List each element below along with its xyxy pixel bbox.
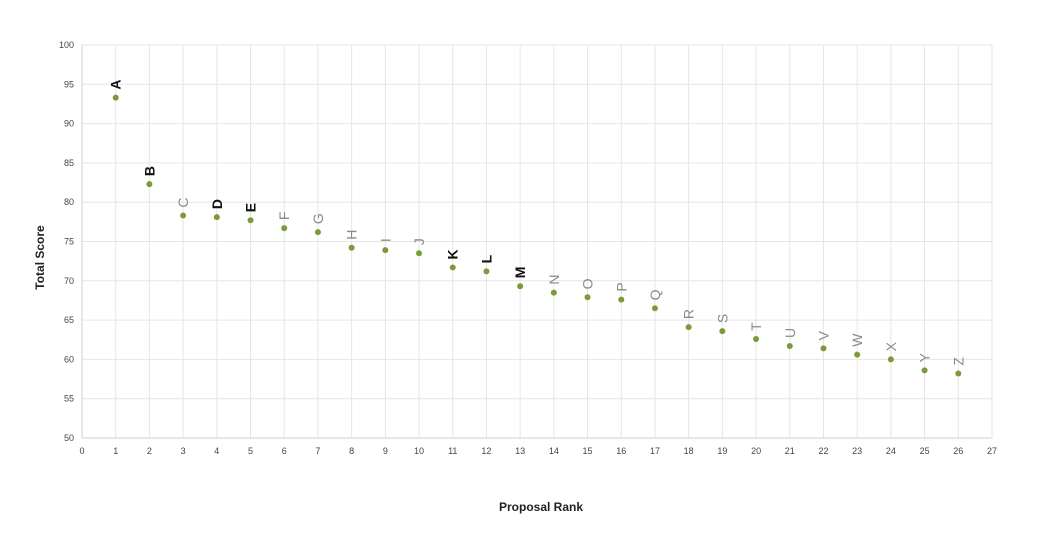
point-label: J [411,238,427,245]
x-tick-label: 21 [785,446,795,456]
point-label: D [209,199,225,209]
data-point [887,356,894,363]
x-tick-label: 14 [549,446,559,456]
data-point [685,324,692,331]
data-point [281,225,288,232]
data-point [247,217,254,224]
data-point [112,94,119,101]
point-label: F [276,212,292,221]
point-label: X [883,341,899,351]
x-tick-label: 23 [852,446,862,456]
y-axis-title: Total Score [33,225,47,290]
x-tick-label: 19 [717,446,727,456]
data-point [416,250,423,257]
point-label: I [377,238,393,242]
point-label: W [849,333,865,347]
data-point [146,181,153,188]
axes [81,45,992,439]
data-point [618,296,625,303]
x-tick-label: 1 [113,446,118,456]
data-point [651,305,658,312]
x-tick-label: 4 [214,446,219,456]
point-label: N [546,274,562,284]
x-tick-label: 16 [616,446,626,456]
y-tick-label: 100 [59,40,74,50]
data-point [584,294,591,301]
x-tick-label: 27 [987,446,997,456]
point-label: R [681,309,697,319]
data-point [955,370,962,377]
data-points [112,94,962,377]
point-label: C [175,197,191,207]
y-tick-label: 75 [64,237,74,247]
x-tick-label: 22 [818,446,828,456]
point-labels: A B C D E F G H I J K L M N O P Q R S T U V W X Y Z [108,80,967,366]
x-tick-label: 7 [315,446,320,456]
x-tick-label: 12 [481,446,491,456]
x-tick-label: 3 [181,446,186,456]
point-label: E [243,203,259,212]
data-point [820,345,827,352]
data-point [348,244,355,251]
x-tick-label: 6 [282,446,287,456]
point-label: H [344,230,360,240]
point-label: L [478,254,494,263]
point-label: K [445,249,461,259]
x-tick-label: 17 [650,446,660,456]
x-tick-label: 20 [751,446,761,456]
x-tick-label: 9 [383,446,388,456]
point-label: O [580,278,596,289]
y-tick-label: 55 [64,394,74,404]
point-label: T [748,322,764,331]
x-tick-label: 26 [953,446,963,456]
y-tick-label: 70 [64,276,74,286]
data-point [550,289,557,296]
data-point [753,335,760,342]
x-axis-title: Proposal Rank [499,500,583,514]
data-point [314,229,321,236]
y-tick-label: 60 [64,354,74,364]
x-tick-label: 24 [886,446,896,456]
x-tick-label: 15 [583,446,593,456]
point-label: B [141,166,157,176]
point-label: Q [647,289,663,300]
data-point [786,343,793,350]
point-label: Z [950,357,966,366]
data-point [854,351,861,358]
x-tick-label: 25 [920,446,930,456]
y-tick-label: 85 [64,158,74,168]
x-tick-label: 0 [79,446,84,456]
point-label: M [512,267,528,279]
x-tick-label: 13 [515,446,525,456]
y-tick-label: 80 [64,197,74,207]
point-label: A [108,80,124,90]
data-point [921,367,928,374]
y-tick-label: 90 [64,119,74,129]
x-tick-label: 10 [414,446,424,456]
point-label: Y [917,352,933,362]
data-point [517,283,524,290]
data-point [213,214,220,221]
y-tick-label: 50 [64,433,74,443]
data-point [382,247,389,254]
y-tick-label: 95 [64,79,74,89]
x-tick-label: 8 [349,446,354,456]
x-tick-label: 18 [684,446,694,456]
data-point [180,212,187,219]
point-label: U [782,328,798,338]
point-label: G [310,213,326,224]
data-point [483,268,490,275]
point-label: V [815,330,831,340]
data-point [449,264,456,271]
point-label: S [714,314,730,323]
grid [82,44,993,438]
point-label: P [613,282,629,291]
x-tick-label: 11 [448,446,457,456]
x-tick-label: 5 [248,446,253,456]
data-point [719,328,726,335]
x-tick-label: 2 [147,446,152,456]
y-tick-label: 65 [64,315,74,325]
